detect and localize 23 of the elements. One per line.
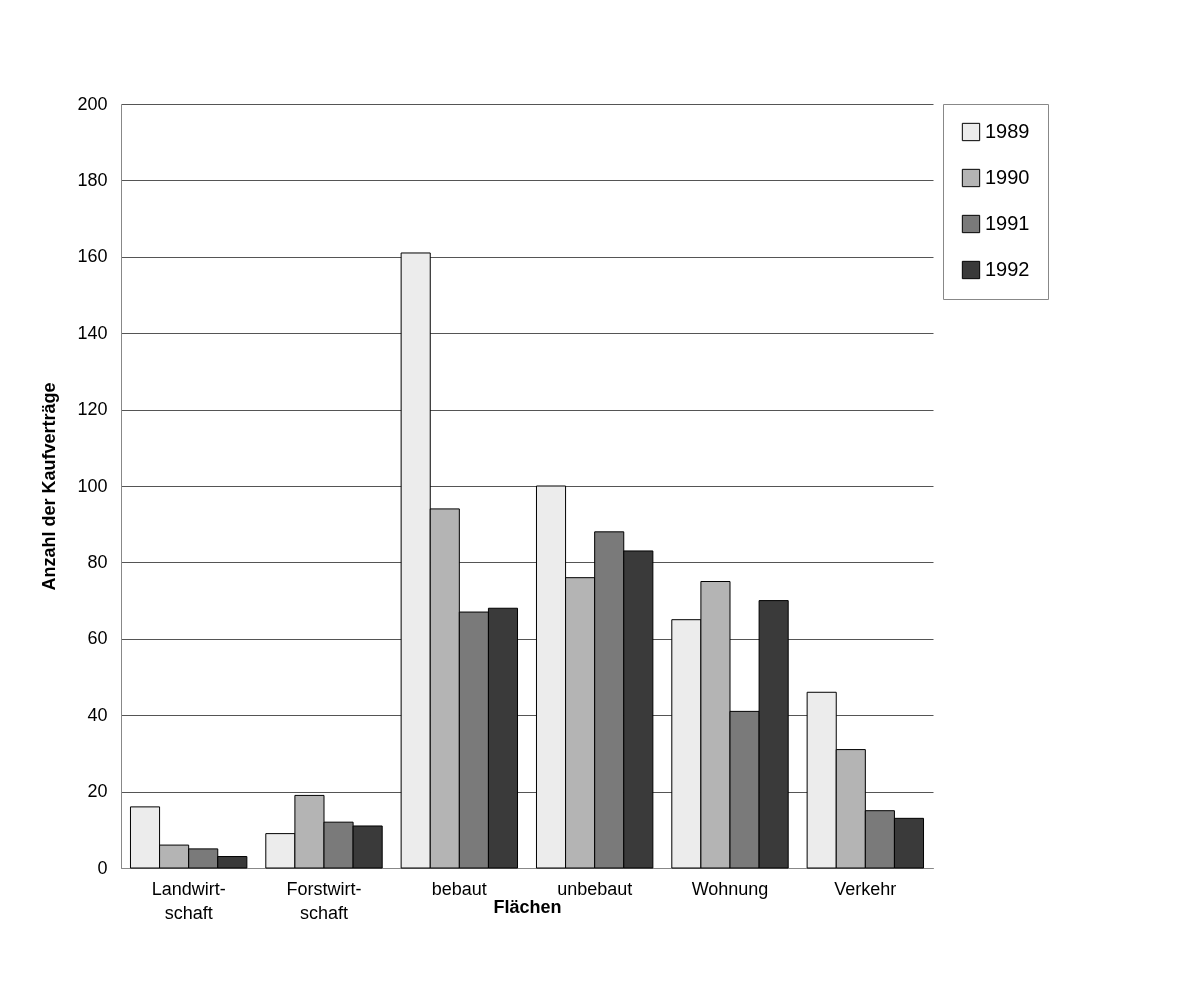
legend-label: 1992	[985, 258, 1030, 280]
legend-label: 1991	[985, 212, 1030, 234]
x-tick-label: Wohnung	[691, 878, 769, 899]
x-tick-label: Verkehr	[834, 878, 897, 899]
y-tick-label: 20	[87, 781, 108, 802]
y-tick-label: 160	[77, 246, 108, 267]
y-tick-label: 60	[87, 628, 108, 649]
y-tick-label: 200	[77, 93, 108, 114]
y-tick-label: 40	[87, 704, 108, 725]
legend-label: 1990	[985, 166, 1030, 188]
y-tick-label: 180	[77, 169, 108, 190]
y-tick-label: 100	[77, 475, 108, 496]
y-tick-label: 0	[97, 857, 108, 878]
y-tick-label: 140	[77, 322, 108, 343]
x-tick-label: bebaut	[431, 878, 487, 899]
y-tick-label: 80	[87, 551, 108, 572]
x-tick-label: unbebaut	[557, 878, 633, 899]
x-tick-label: Forstwirt- schaft	[286, 878, 362, 923]
legend-label: 1989	[985, 120, 1030, 142]
y-axis-title: Anzahl der Kaufverträge	[39, 382, 60, 591]
y-tick-label: 120	[77, 399, 108, 420]
x-tick-label: Landwirt- schaft	[151, 878, 226, 923]
x-axis-title: Flächen	[493, 896, 562, 917]
